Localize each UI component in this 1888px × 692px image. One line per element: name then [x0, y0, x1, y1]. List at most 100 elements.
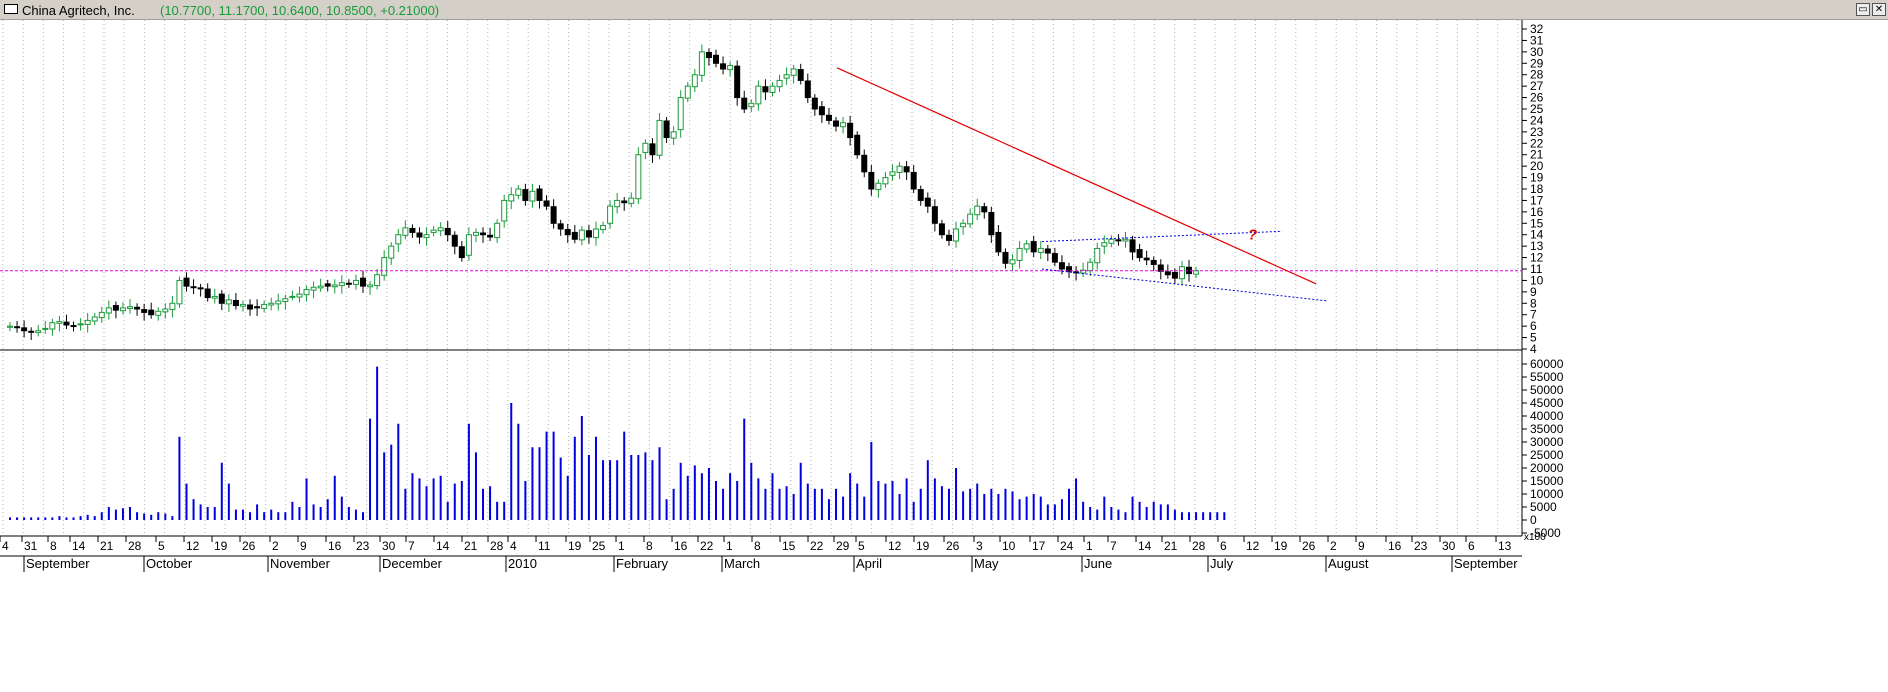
- month-label: December: [382, 556, 443, 571]
- volume-tick-label: 30000: [1530, 435, 1564, 449]
- day-label: 1: [618, 539, 625, 553]
- candle-body: [465, 234, 472, 256]
- price-tick-label: 12: [1530, 251, 1544, 265]
- month-label: August: [1328, 556, 1369, 571]
- candle-body: [21, 327, 28, 332]
- candle-body: [310, 286, 317, 291]
- day-label: 29: [836, 539, 850, 553]
- candle-body: [183, 277, 190, 287]
- candle-body: [42, 327, 49, 330]
- candle-body: [811, 97, 818, 110]
- volume-tick-label: 45000: [1530, 396, 1564, 410]
- candle-body: [7, 325, 13, 328]
- day-label: 28: [490, 539, 504, 553]
- candle-body: [1115, 239, 1122, 242]
- candle-body: [1051, 253, 1058, 263]
- candle-body: [797, 69, 804, 81]
- price-tick-label: 29: [1530, 56, 1544, 70]
- candle-body: [416, 232, 423, 238]
- candle-body: [345, 282, 352, 285]
- candle-body: [924, 197, 931, 207]
- candle-body: [727, 65, 734, 71]
- candle-body: [134, 306, 141, 310]
- price-tick-label: 7: [1530, 308, 1537, 322]
- candle-body: [155, 310, 162, 316]
- candle-body: [931, 206, 938, 224]
- volume-unit-label: x100: [1524, 532, 1546, 543]
- candle-body: [1129, 239, 1136, 253]
- day-label: 14: [436, 539, 450, 553]
- price-tick-label: 15: [1530, 216, 1544, 230]
- candle-body: [112, 305, 119, 311]
- price-tick-label: 9: [1530, 285, 1537, 299]
- candle-body: [529, 190, 536, 202]
- candle-body: [254, 306, 261, 309]
- candle-body: [1009, 259, 1016, 265]
- candle-body: [698, 51, 705, 76]
- candle-body: [1171, 271, 1178, 279]
- candle-body: [1080, 269, 1087, 274]
- day-label: 25: [592, 539, 606, 553]
- candle-body: [1164, 271, 1171, 276]
- day-label: 31: [24, 539, 38, 553]
- candle-body: [190, 286, 197, 289]
- candle-body: [896, 165, 903, 173]
- month-label: November: [270, 556, 331, 571]
- candle-body: [840, 122, 847, 128]
- price-tick-label: 16: [1530, 205, 1544, 219]
- candle-body: [762, 86, 769, 93]
- volume-tick-label: 10000: [1530, 487, 1564, 501]
- candle-body: [917, 189, 924, 201]
- candle-body: [1037, 247, 1044, 253]
- candle-body: [275, 300, 282, 305]
- candle-body: [324, 283, 331, 287]
- candle-body: [331, 284, 338, 288]
- day-label: 26: [946, 539, 960, 553]
- volume-tick-label: 50000: [1530, 383, 1564, 397]
- trend-lines: [0, 67, 1522, 302]
- candle-body: [713, 54, 719, 64]
- candle-body: [628, 197, 635, 204]
- candle-body: [303, 289, 310, 296]
- candle-body: [515, 188, 522, 196]
- candle-body: [804, 80, 811, 99]
- candle-body: [28, 330, 35, 333]
- candle-body: [98, 311, 105, 319]
- channel-lower-line: [1041, 268, 1329, 302]
- volume-axis: -500005000100001500020000250003000035000…: [1522, 357, 1564, 540]
- candle-body: [945, 234, 952, 241]
- day-label: 7: [408, 539, 415, 553]
- volume-bars: [9, 366, 1226, 520]
- restore-icon[interactable]: ▭: [1856, 3, 1870, 16]
- day-label: 6: [1220, 539, 1227, 553]
- candle-body: [670, 131, 677, 139]
- price-tick-label: 28: [1530, 68, 1544, 82]
- candle-body: [127, 306, 134, 309]
- candle-body: [1016, 247, 1023, 261]
- candle-body: [705, 51, 712, 59]
- window-icon: [4, 4, 18, 14]
- candle-body: [487, 234, 494, 238]
- candle-body: [197, 287, 204, 290]
- candle-body: [1122, 238, 1129, 242]
- day-label: 16: [674, 539, 688, 553]
- volume-tick-label: 0: [1530, 513, 1537, 527]
- candle-body: [162, 308, 169, 313]
- candle-body: [875, 182, 882, 191]
- window-title: China Agritech, Inc.: [22, 3, 135, 18]
- day-label: 8: [50, 539, 57, 553]
- day-label: 4: [510, 539, 517, 553]
- candle-body: [1066, 266, 1072, 272]
- candle-body: [367, 284, 374, 288]
- day-label: 9: [300, 539, 307, 553]
- day-label: 23: [1414, 539, 1428, 553]
- candle-body: [600, 225, 607, 231]
- candle-body: [381, 257, 388, 276]
- candle-body: [1150, 259, 1157, 265]
- month-label: April: [856, 556, 882, 571]
- close-icon[interactable]: ✕: [1872, 3, 1886, 16]
- candle-body: [1094, 247, 1101, 264]
- candle-body: [953, 228, 960, 242]
- candle-body: [769, 85, 776, 93]
- candle-body: [825, 114, 832, 121]
